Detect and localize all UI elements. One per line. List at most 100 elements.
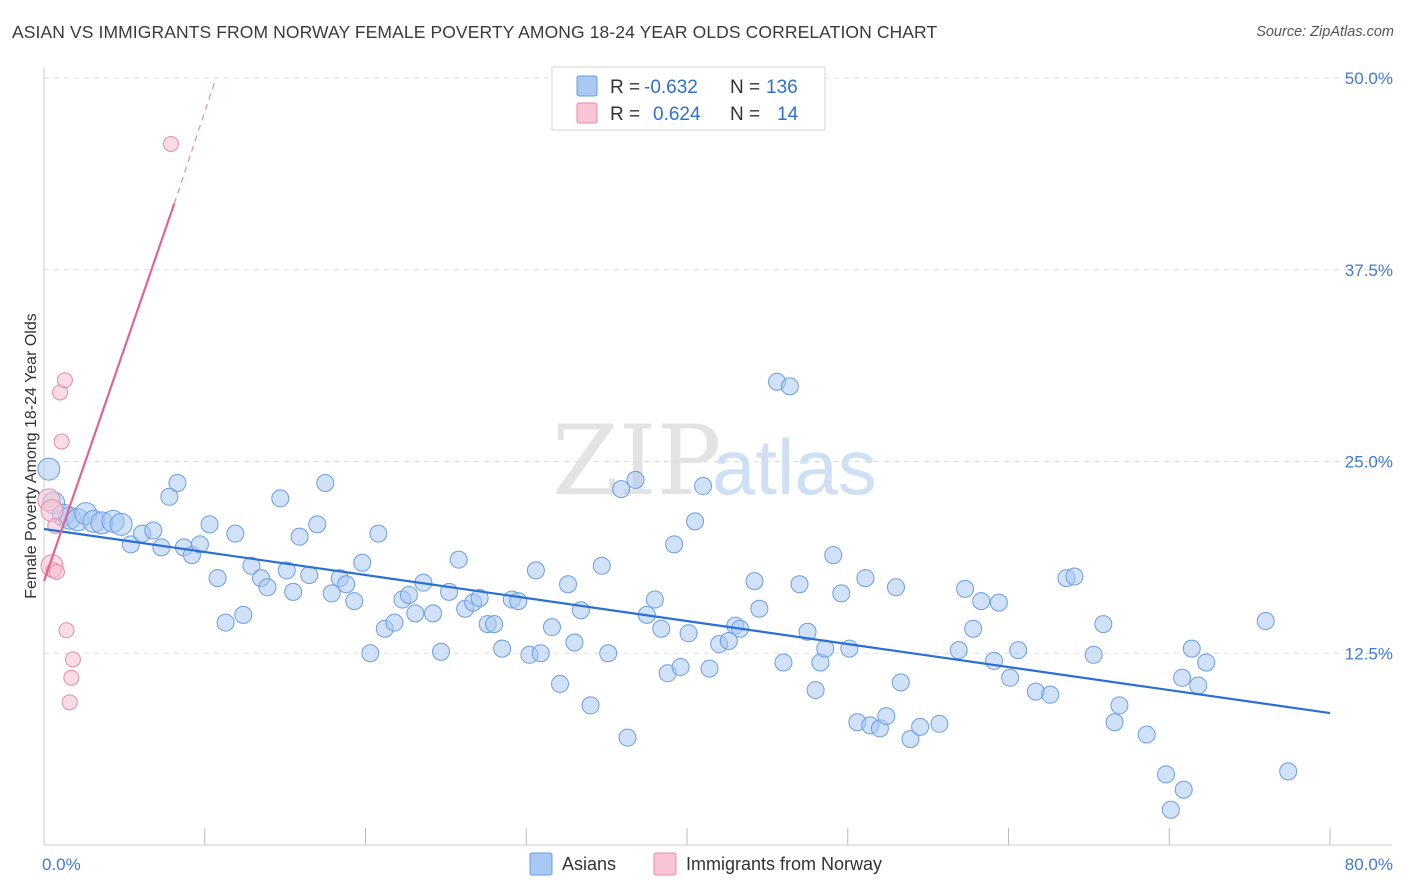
axes	[43, 68, 1392, 846]
asians-point	[37, 457, 61, 481]
asians-point	[1001, 668, 1020, 687]
asians-point	[856, 569, 875, 588]
asians-point	[277, 561, 296, 580]
asians-point	[258, 578, 277, 597]
norway-trendline	[42, 203, 176, 582]
x-tick-marks	[204, 828, 1331, 845]
asians-n-label: N =	[730, 77, 760, 98]
asians-point	[949, 641, 968, 660]
asians-point	[719, 631, 738, 650]
asians-point	[679, 624, 698, 643]
legend-asians-label: Asians	[562, 854, 616, 874]
asians-point	[652, 619, 671, 638]
asians-point	[989, 593, 1008, 612]
asians-n-value: 136	[766, 77, 798, 98]
asians-point	[1256, 612, 1275, 631]
asians-point	[645, 590, 664, 609]
norway-n-value: 14	[777, 104, 799, 125]
asians-point	[308, 515, 327, 534]
asians-point	[551, 674, 570, 693]
asians-r-label: R =	[610, 77, 640, 98]
legend-norway-label: Immigrants from Norway	[686, 854, 882, 874]
asians-point	[780, 377, 799, 396]
asians-point	[612, 480, 631, 499]
asians-point	[234, 605, 253, 624]
bottom-legend: Asians Immigrants from Norway	[529, 852, 882, 876]
stats-legend: R = -0.632 N = 136 R = 0.624 N = 14	[551, 66, 826, 131]
y-axis-label: Female Poverty Among 18-24 Year Olds	[23, 313, 40, 599]
asians-point	[1174, 780, 1193, 799]
asians-point	[1161, 800, 1180, 819]
asians-point	[1041, 685, 1060, 704]
y-tick-label-1: 25.0%	[1345, 453, 1393, 472]
asians-point	[316, 473, 335, 492]
asians-point	[190, 535, 209, 554]
asians-point	[271, 489, 290, 508]
asians-point	[798, 622, 817, 641]
asians-point	[930, 714, 949, 733]
norway-point	[64, 651, 81, 668]
asians-point	[1182, 639, 1201, 658]
asians-point	[686, 512, 705, 531]
norway-n-label: N =	[730, 104, 760, 125]
y-tick-labels: 12.5% 25.0% 37.5% 50.0%	[1345, 69, 1393, 663]
asians-point	[774, 653, 793, 672]
asians-point	[1110, 696, 1129, 715]
asians-r-value: -0.632	[644, 77, 698, 98]
asians-point	[290, 527, 309, 546]
y-tick-label-0: 12.5%	[1345, 644, 1393, 663]
asians-point	[806, 681, 825, 700]
asians-point	[626, 470, 645, 489]
asians-point	[592, 556, 611, 575]
asians-point	[485, 615, 504, 634]
asians-point	[581, 696, 600, 715]
asians-point	[911, 717, 930, 736]
asians-point	[832, 584, 851, 603]
norway-point	[61, 694, 78, 711]
asians-point	[1173, 668, 1192, 687]
asians-point	[886, 578, 905, 597]
norway-point	[53, 433, 70, 450]
norway-point	[162, 135, 179, 152]
asians-point	[526, 561, 545, 580]
asians-point	[160, 487, 179, 506]
asians-swatch	[576, 75, 598, 97]
norway-point	[40, 499, 64, 523]
asians-point	[565, 633, 584, 652]
asians-point	[1157, 765, 1176, 784]
asians-point	[1197, 653, 1216, 672]
asians-point	[322, 584, 341, 603]
asians-point	[353, 553, 372, 572]
asians-point	[432, 642, 451, 661]
asians-point	[877, 707, 896, 726]
x-tick-label-max: 80.0%	[1345, 855, 1393, 874]
asians-point	[144, 521, 163, 540]
asians-point	[901, 730, 920, 749]
asians-point	[972, 592, 991, 611]
asians-point	[1137, 725, 1156, 744]
norway-trendline-extension	[173, 77, 217, 204]
asians-points	[37, 372, 1298, 819]
asians-point	[337, 575, 356, 594]
asians-point	[1065, 567, 1084, 586]
asians-point	[671, 658, 690, 677]
y-tick-label-3: 50.0%	[1345, 69, 1393, 88]
norway-point	[58, 622, 75, 639]
asians-point	[284, 582, 303, 601]
asians-point	[1009, 641, 1028, 660]
y-tick-label-2: 37.5%	[1345, 261, 1393, 280]
norway-point	[56, 372, 73, 389]
chart-title: ASIAN VS IMMIGRANTS FROM NORWAY FEMALE P…	[12, 22, 938, 42]
asians-point	[750, 599, 769, 618]
asians-point	[745, 572, 764, 591]
asians-point	[109, 512, 133, 536]
asians-point	[242, 556, 261, 575]
asians-point	[1084, 645, 1103, 664]
asians-point	[200, 515, 219, 534]
asians-point	[700, 659, 719, 678]
asians-point	[493, 639, 512, 658]
norway-point	[48, 563, 65, 580]
norway-swatch	[576, 102, 598, 124]
norway-points	[37, 135, 179, 711]
